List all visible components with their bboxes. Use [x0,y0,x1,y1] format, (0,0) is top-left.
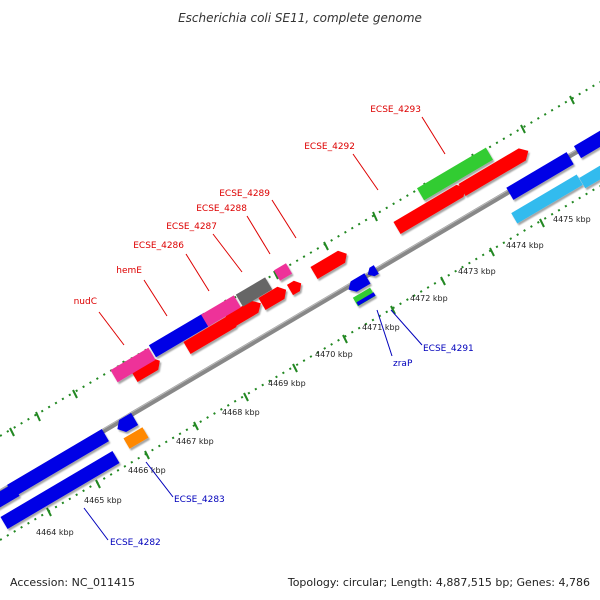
gene-box[interactable] [235,277,273,307]
gene-arrow[interactable] [225,297,264,329]
gene-label-ecse-4292[interactable]: ECSE_4292 [304,142,355,152]
scale-label: 4469 kbp [268,379,306,388]
bottom-gene-labels: ECSE_4291 zraP ECSE_4283 ECSE_4282 [110,344,474,548]
reverse-strand-genes [0,161,600,530]
scale-label: 4466 kbp [128,466,166,475]
gene-box[interactable] [579,161,600,189]
scale-label: 4464 kbp [36,528,74,537]
gene-label-ecse-4291[interactable]: ECSE_4291 [423,344,474,354]
gene-box[interactable] [0,450,120,530]
scale-label: 4472 kbp [410,294,448,303]
gene-label-ecse-4282[interactable]: ECSE_4282 [110,538,161,548]
label-connectors-bottom [83,309,423,541]
gene-label-ecse-4286[interactable]: ECSE_4286 [133,241,184,251]
gene-label-ecse-4288[interactable]: ECSE_4288 [196,204,247,214]
label-connectors-top [98,116,446,346]
gene-arrow[interactable] [458,145,531,197]
gene-arrow[interactable] [345,273,371,295]
gene-label-nudC[interactable]: nudC [74,297,97,307]
gene-box[interactable] [506,152,574,200]
scale-label: 4470 kbp [315,350,353,359]
gene-box[interactable] [0,483,20,511]
gene-box[interactable] [273,263,293,281]
gene-label-zraP[interactable]: zraP [393,359,413,369]
gene-label-ecse-4289[interactable]: ECSE_4289 [219,189,270,199]
gene-box[interactable] [356,292,376,306]
scale-label: 4465 kbp [84,496,122,505]
scale-labels: 4464 kbp 4465 kbp 4466 kbp 4467 kbp 4468… [36,215,591,537]
inner-major-ticks [46,218,545,517]
gene-label-ecse-4283[interactable]: ECSE_4283 [174,495,225,505]
gene-arrow[interactable] [114,412,139,435]
gene-arrow[interactable] [183,311,242,355]
forward-strand-genes [110,127,600,383]
scale-label: 4474 kbp [506,241,544,250]
scale-label: 4473 kbp [458,267,496,276]
gene-box[interactable] [7,429,109,497]
gene-label-ecse-4293[interactable]: ECSE_4293 [370,105,421,115]
gene-arrow[interactable] [310,248,350,280]
accession-text: Accession: NC_011415 [10,576,135,589]
gene-arrow[interactable] [393,181,469,235]
gene-label-hemE[interactable]: hemE [116,266,142,276]
gene-arrow[interactable] [130,355,163,383]
top-gene-labels: nudC hemE ECSE_4286 ECSE_4287 ECSE_4288 … [74,105,421,307]
map-title: Escherichia coli SE11, complete genome [178,11,422,25]
inner-tick-track [0,185,600,541]
scale-label: 4471 kbp [362,323,400,332]
gene-label-ecse-4287[interactable]: ECSE_4287 [166,222,217,232]
gene-box[interactable] [573,127,600,159]
scale-label: 4468 kbp [222,408,260,417]
scale-label: 4467 kbp [176,437,214,446]
gene-box[interactable] [201,295,241,327]
gene-box[interactable] [148,312,212,358]
genome-summary-text: Topology: circular; Length: 4,887,515 bp… [287,576,590,589]
gene-box[interactable] [511,174,583,224]
gene-arrow[interactable] [365,265,379,279]
gene-arrow[interactable] [258,284,289,311]
gene-box[interactable] [110,347,156,383]
gene-arrow[interactable] [286,278,304,296]
scale-label: 4475 kbp [553,215,591,224]
gene-box[interactable] [416,147,494,201]
gene-box[interactable] [123,427,149,449]
